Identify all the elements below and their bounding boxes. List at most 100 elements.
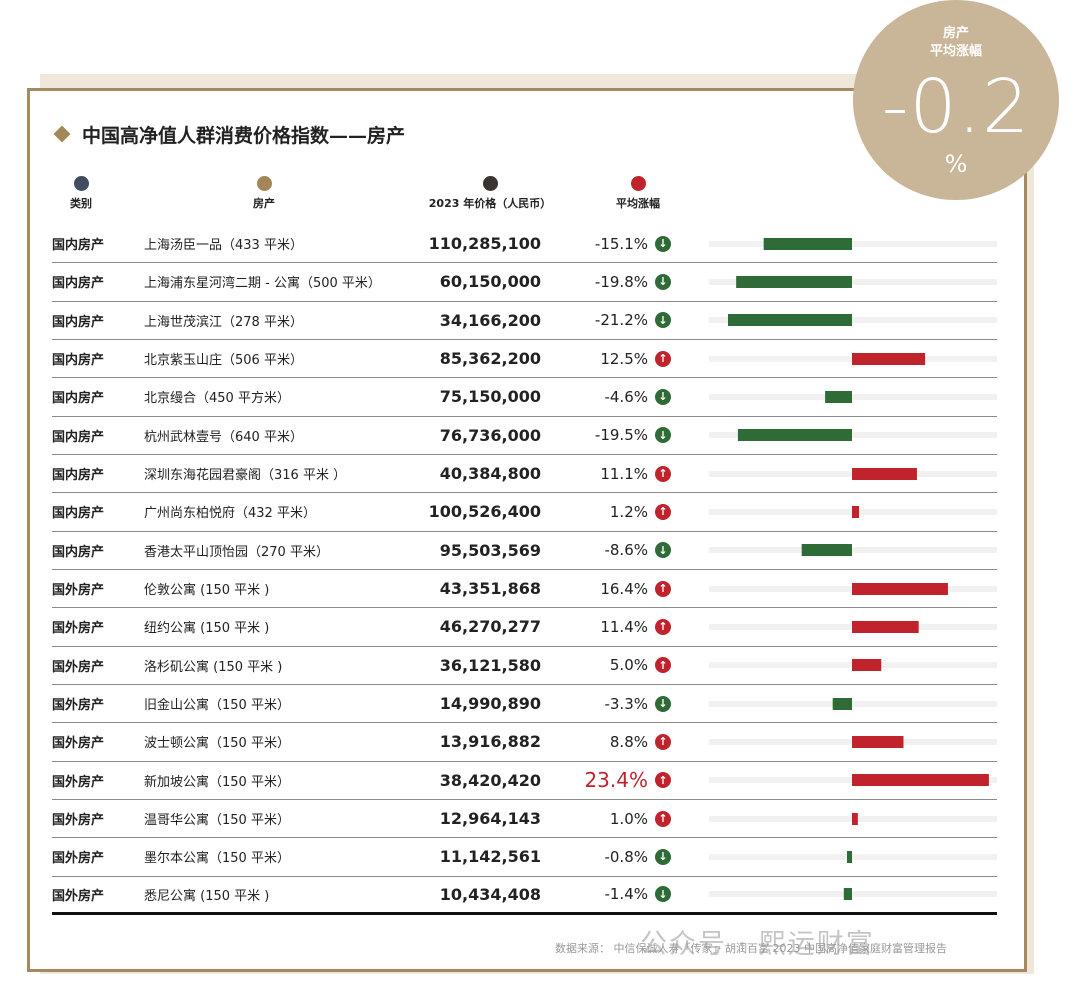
row-price: 95,503,569 [439,540,541,560]
change-bar [727,314,852,327]
table-row: 国内房产 深圳东海花园君豪阁（316 平米 ） 40,384,800 11.1% ↑ [52,455,997,494]
row-bar-cell [709,647,997,684]
row-bar-cell [709,225,997,262]
table-row: 国外房产 新加坡公寓（150 平米） 38,420,420 23.4% ↑ [52,762,997,800]
bar-track [709,317,997,324]
row-property-name: 深圳东海花园君豪阁（316 平米 ） [144,468,347,484]
watermark: 公众号 · 熙运财富 [640,929,875,960]
row-property-name: 上海世茂滨江（278 平米） [144,314,303,330]
table-row: 国外房产 墨尔本公寓（150 平米） 11,142,561 -0.8% ↓ [52,838,997,877]
bar-track [709,240,997,247]
row-property-name: 杭州武林壹号（640 平米） [144,429,303,445]
change-bar [852,659,882,672]
row-arrow: ↑ [655,493,671,530]
row-bar-cell [709,378,997,415]
change-bar [852,620,919,633]
row-price: 85,362,200 [439,349,541,369]
row-arrow: ↓ [655,532,671,569]
row-property-name: 上海浦东星河湾二期 - 公寓（500 平米） [144,276,381,292]
row-category: 国内房产 [52,276,105,292]
table-row: 国外房产 伦敦公寓 (150 平米 ) 43,351,868 16.4% ↑ [52,570,997,609]
row-category: 国内房产 [52,506,105,522]
change-bar-chart [709,390,997,403]
source-note: 数据来源： 中信保诚人寿「传家」· 胡润百富 2023 中国高净值家庭财富管理报… [555,942,947,955]
row-price: 10,434,408 [439,884,541,904]
arrow-up-icon: ↑ [655,350,671,367]
header-label: 2023 年价格（人民币） [428,197,552,210]
row-property-name: 新加坡公寓（150 平米） [144,774,290,790]
table-row: 国外房产 波士顿公寓（150 平米） 13,916,882 8.8% ↑ [52,723,997,762]
row-category: 国内房产 [52,391,105,407]
change-bar-chart [709,774,997,787]
row-category: 国外房产 [52,736,105,752]
header-dot-icon [73,176,89,191]
row-bar-cell [709,762,997,799]
row-price: 76,736,000 [439,425,541,445]
header-price: 2023 年价格（人民币） [420,176,560,211]
content-frame [27,88,1027,972]
change-bar [852,735,904,748]
row-bar-cell [709,877,997,912]
badge-label-2: 平均涨幅 [929,44,982,59]
row-category: 国外房产 [52,888,105,904]
row-bar-cell [709,608,997,645]
row-change: -19.5% [594,426,648,445]
row-arrow: ↓ [655,877,671,912]
row-property-name: 广州尚东柏悦府（432 平米） [144,506,316,522]
row-price: 12,964,143 [439,809,541,829]
row-arrow: ↑ [655,340,671,377]
change-bar-chart [709,237,997,250]
change-bar [852,352,926,365]
row-price: 36,121,580 [439,655,541,675]
row-change: -15.1% [594,234,648,253]
row-category: 国外房产 [52,813,105,829]
row-arrow: ↑ [655,723,671,760]
row-category: 国内房产 [52,314,105,330]
row-change: 23.4% [584,768,648,793]
row-change: -8.6% [604,541,648,560]
row-bar-cell [709,263,997,300]
row-change: -21.2% [594,311,648,330]
arrow-down-icon: ↓ [655,886,671,903]
row-price: 34,166,200 [439,310,541,330]
row-price: 110,285,100 [428,234,541,254]
row-change: 1.0% [609,809,648,828]
row-category: 国内房产 [52,238,105,254]
row-property-name: 伦敦公寓 (150 平米 ) [144,583,270,599]
bar-track [709,700,997,707]
header-dot-icon [256,176,272,191]
arrow-down-icon: ↓ [655,848,671,865]
change-bar [763,237,852,250]
change-bar-chart [709,582,997,595]
arrow-up-icon: ↑ [655,503,671,520]
diamond-icon [53,125,71,143]
row-price: 11,142,561 [439,847,541,867]
change-bar-chart [709,314,997,327]
bar-track [709,278,997,285]
change-bar [737,429,852,442]
table-row: 国内房产 北京缦合（450 平方米） 75,150,000 -4.6% ↓ [52,378,997,417]
header-category: 类别 [45,176,117,211]
row-price: 38,420,420 [439,770,541,790]
page-title: 中国高净值人群消费价格指数——房产 [82,124,406,147]
row-category: 国内房产 [52,544,105,560]
table-row: 国内房产 北京紫玉山庄（506 平米） 85,362,200 12.5% ↑ [52,340,997,379]
row-change: -19.8% [594,272,648,291]
row-arrow: ↑ [655,647,671,684]
table-row: 国内房产 杭州武林壹号（640 平米） 76,736,000 -19.5% ↓ [52,417,997,455]
change-bar-chart [709,850,997,863]
row-property-name: 香港太平山顶怡园（270 平米） [144,544,329,560]
change-bar-chart [709,659,997,672]
arrow-down-icon: ↓ [655,695,671,712]
change-bar-chart [709,467,997,480]
row-price: 13,916,882 [439,732,541,752]
row-change: 12.5% [600,349,648,368]
row-arrow: ↑ [655,608,671,645]
row-change: 8.8% [609,732,648,751]
arrow-up-icon: ↑ [655,580,671,597]
badge-label-1: 房产 [942,26,969,41]
row-bar-cell [709,417,997,454]
header-label: 类别 [70,197,92,210]
arrow-up-icon: ↑ [655,810,671,827]
arrow-down-icon: ↓ [655,235,671,252]
